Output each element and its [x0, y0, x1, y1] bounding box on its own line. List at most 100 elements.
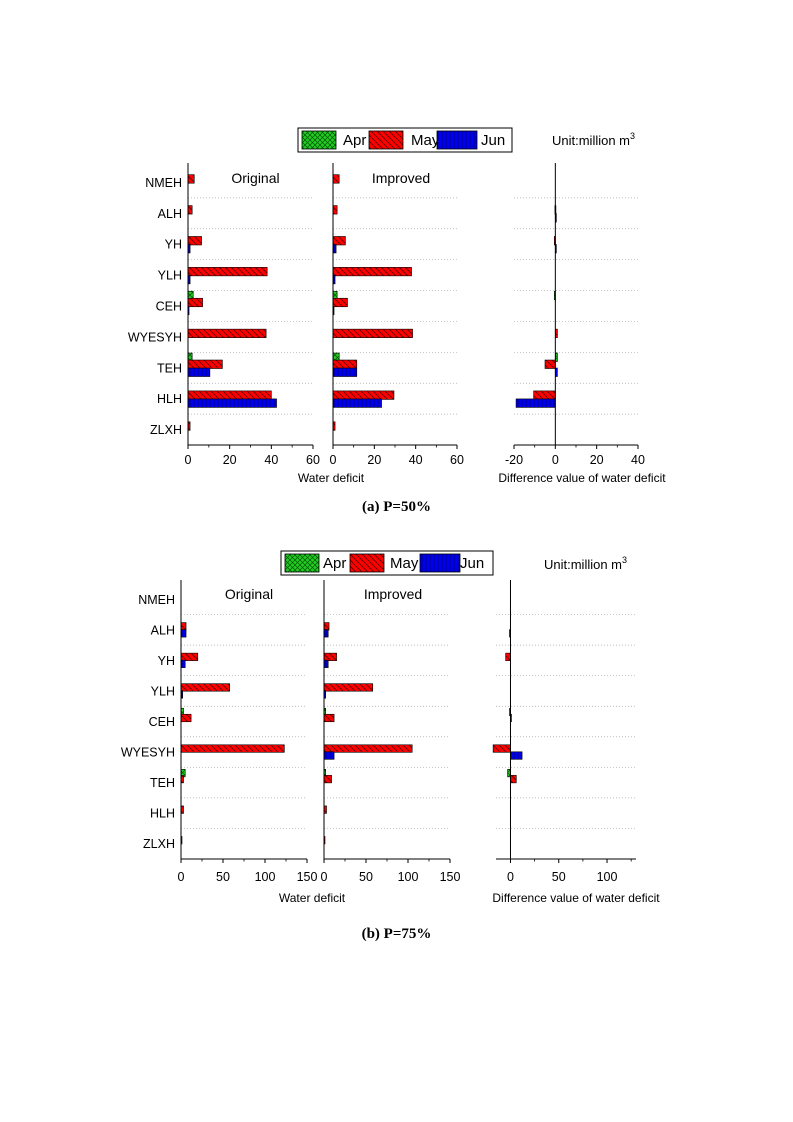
- category-label: ZLXH: [150, 423, 182, 437]
- category-label: YLH: [151, 684, 175, 698]
- bar-may: [544, 359, 556, 369]
- unit-label: Unit:million m3: [552, 131, 635, 148]
- bar-may: [180, 744, 285, 753]
- x-tick-label: 60: [306, 453, 320, 467]
- x-tick-label: 50: [552, 870, 566, 884]
- x-axis-label: Water deficit: [279, 891, 346, 905]
- x-tick-label: 150: [297, 870, 318, 884]
- bar-jun: [323, 751, 335, 760]
- category-label: TEH: [157, 361, 182, 375]
- category-label: HLH: [150, 807, 175, 821]
- category-label: YLH: [158, 269, 182, 283]
- bar-may: [323, 775, 332, 784]
- x-tick-label: 20: [223, 453, 237, 467]
- bar-may: [332, 236, 346, 246]
- bar-may: [533, 390, 556, 400]
- bar-jun: [323, 629, 329, 638]
- panel-difference: 0 50 100 Difference value of water deficit: [492, 580, 660, 905]
- legend-swatch-apr: [301, 130, 337, 150]
- x-tick-label: 100: [398, 870, 419, 884]
- bar-may: [187, 205, 193, 215]
- bar-may: [332, 390, 395, 400]
- panel-original: 0 20 40 60 Original Water deficit: [185, 163, 365, 485]
- category-label: YH: [165, 238, 182, 252]
- unit-label: Unit:million m3: [544, 555, 627, 572]
- legend-swatch-jun: [419, 553, 461, 573]
- legend-swatch-jun: [436, 130, 478, 150]
- x-tick-label: 40: [264, 453, 278, 467]
- bar-may: [187, 359, 223, 369]
- bar-may: [332, 328, 413, 338]
- x-axis-label: Difference value of water deficit: [492, 891, 660, 905]
- x-tick-label: 100: [255, 870, 276, 884]
- category-label: ZLXH: [143, 837, 175, 851]
- legend-label-may: May: [411, 132, 440, 149]
- bar-may: [187, 267, 268, 277]
- legend: Apr May Jun: [280, 550, 494, 576]
- bar-jun: [323, 659, 329, 668]
- x-tick-label: 150: [440, 870, 461, 884]
- bar-jun: [332, 367, 358, 377]
- bar-may: [332, 174, 340, 184]
- bar-may: [187, 328, 267, 338]
- x-tick-label: 50: [359, 870, 373, 884]
- panel-improved: 0 20 40 60 Improved: [330, 163, 464, 467]
- category-label: NMEH: [138, 593, 175, 607]
- bar-may: [332, 205, 338, 215]
- x-tick-label: 0: [507, 870, 514, 884]
- caption-a: (a) P=50%: [362, 499, 431, 515]
- unit-superscript: 3: [630, 131, 635, 141]
- bar-may: [505, 652, 511, 661]
- category-label: TEH: [150, 776, 175, 790]
- panel-improved: 0 50 100 150 Improved: [321, 580, 461, 884]
- x-tick-label: 40: [631, 453, 645, 467]
- category-label: WYESYH: [128, 330, 182, 344]
- bar-jun: [187, 367, 211, 377]
- bar-may: [180, 713, 192, 723]
- panel-title: Improved: [364, 586, 422, 602]
- category-label: CEH: [156, 300, 182, 314]
- category-label: NMEH: [145, 176, 182, 190]
- legend-label-apr: Apr: [343, 132, 366, 149]
- category-label: HLH: [157, 392, 182, 406]
- x-tick-label: -20: [505, 453, 523, 467]
- category-label: ALH: [151, 623, 175, 637]
- x-tick-label: 20: [367, 453, 381, 467]
- legend-label-jun: Jun: [481, 132, 505, 149]
- x-tick-label: 0: [552, 453, 559, 467]
- bar-may: [180, 683, 231, 692]
- category-label: ALH: [158, 207, 182, 221]
- x-tick-label: 0: [330, 453, 337, 467]
- caption-b: (b) P=75%: [361, 926, 432, 942]
- legend-swatch-may: [368, 130, 404, 150]
- x-tick-label: 50: [216, 870, 230, 884]
- x-tick-label: 60: [450, 453, 464, 467]
- category-label: CEH: [149, 715, 175, 729]
- bar-jun: [332, 398, 382, 408]
- legend-label-may: May: [390, 555, 419, 572]
- bar-jun: [180, 629, 187, 638]
- bar-may: [323, 652, 337, 661]
- x-axis-label: Water deficit: [298, 471, 365, 485]
- panel-title: Improved: [372, 170, 430, 186]
- bar-may: [332, 297, 348, 308]
- bar-may: [332, 359, 358, 369]
- category-label: YH: [158, 654, 175, 668]
- bar-may: [187, 390, 272, 400]
- bar-may: [180, 652, 199, 661]
- legend: Apr May Jun: [297, 127, 513, 153]
- x-axis-label: Difference value of water deficit: [498, 471, 666, 485]
- bar-may: [492, 744, 511, 753]
- unit-superscript: 3: [622, 555, 627, 565]
- bar-may: [323, 713, 335, 723]
- bar-may: [187, 236, 202, 246]
- panel-difference: -20 0 20 40 Difference value of water defici…: [498, 163, 666, 485]
- legend-swatch-apr: [284, 553, 320, 573]
- bar-may: [510, 775, 517, 784]
- category-label: WYESYH: [121, 746, 175, 760]
- bar-may: [180, 622, 187, 631]
- panel-title: Original: [231, 170, 279, 186]
- legend-swatch-may: [349, 553, 385, 573]
- bar-may: [323, 744, 413, 753]
